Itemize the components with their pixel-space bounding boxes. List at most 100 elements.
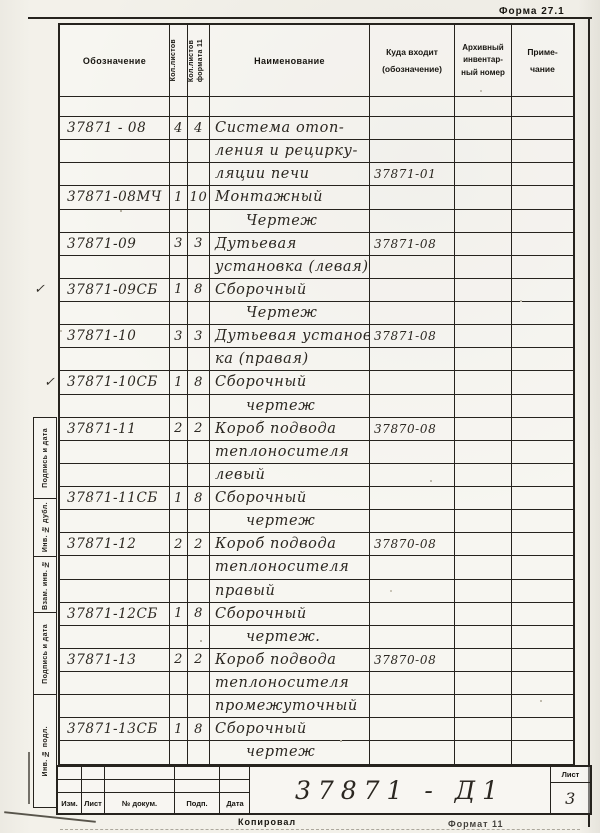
cell-sheet-count-format11 — [188, 394, 210, 418]
cell-sheet-count-format11 — [188, 672, 210, 696]
cell-note — [512, 441, 573, 464]
cell-sheet-count — [170, 625, 188, 649]
cell-designation: 37871-08МЧ — [60, 186, 170, 210]
cell-designation — [60, 672, 170, 696]
revision-table: Изм. Лист № докум. Подп. Дата — [58, 767, 250, 813]
cell-designation: 37871-13СБ — [60, 718, 170, 742]
cell-archive — [455, 117, 512, 141]
cell-name: чертеж — [210, 741, 370, 765]
cell-designation — [60, 209, 170, 233]
cell-archive — [455, 348, 512, 372]
margin-box-inv-podl: Инв. № подл. — [41, 725, 49, 777]
table-row: 37871-09 3 3 Дутьевая 37871-08 — [60, 232, 573, 256]
cell-note — [512, 279, 573, 302]
cell-sheet-count-format11 — [188, 463, 210, 487]
cell-note — [512, 418, 573, 441]
cell-part-of — [370, 741, 455, 765]
cell-sheet-count — [170, 209, 188, 233]
cell-part-of — [370, 255, 455, 279]
cell-sheet-count-format11: 8 — [188, 602, 210, 626]
cell-sheet-count-format11 — [188, 625, 210, 649]
sheet-cell: Лист 3 — [550, 767, 590, 813]
cell-part-of — [370, 117, 455, 141]
cell-part-of — [370, 394, 455, 418]
cell-designation — [60, 302, 170, 326]
table-row: 37871-12 2 2 Короб подвода 37870-08 — [60, 533, 573, 557]
cell-note — [512, 580, 573, 603]
cell-part-of — [370, 186, 455, 210]
cell-sheet-count: 3 — [170, 232, 188, 256]
cell-archive — [455, 718, 512, 742]
cell-sheet-count — [170, 695, 188, 719]
cell-part-of — [370, 371, 455, 395]
cell-sheet-count-format11 — [188, 556, 210, 580]
cell-name: ления и рецирку- — [210, 140, 370, 164]
cell-sheet-count-format11: 2 — [188, 648, 210, 672]
format-label: Формат 11 — [448, 819, 504, 829]
cell-archive — [455, 417, 512, 441]
cell-name: Дутьевая установ- — [210, 325, 370, 349]
cell-sheet-count-format11: 8 — [188, 718, 210, 742]
copied-by-label: Копировал — [238, 817, 297, 827]
cell-part-of: 37870-08 — [370, 533, 455, 557]
cell-part-of — [370, 672, 455, 696]
cell-name: теплоносителя — [210, 440, 370, 464]
scan-artifact-smudge — [60, 829, 580, 830]
cell-archive — [455, 625, 512, 649]
cell-sheet-count-format11: 2 — [188, 417, 210, 441]
cell-name: Сборочный — [210, 278, 370, 302]
cell-sheet-count: 1 — [170, 371, 188, 395]
cell-sheet-count-format11 — [188, 695, 210, 719]
cell-name: Короб подвода — [210, 648, 370, 672]
cell-designation — [60, 140, 170, 164]
cell-sheet-count: 1 — [170, 487, 188, 511]
cell-archive — [455, 209, 512, 233]
cell-sheet-count: 4 — [170, 117, 188, 141]
cell-archive — [455, 463, 512, 487]
cell-sheet-count — [170, 579, 188, 603]
top-frame-line — [28, 17, 592, 19]
table-row: промежуточный — [60, 695, 573, 719]
cell-sheet-count-format11 — [188, 163, 210, 187]
cell-sheet-count: 1 — [170, 718, 188, 742]
cell-archive — [455, 672, 512, 696]
header-archive-number: Архивный инвентар- ный номер — [455, 25, 512, 97]
cell-note — [512, 626, 573, 649]
cell-designation — [60, 348, 170, 372]
table-header-row: Обозначение Кол.листов Кол.листов формат… — [60, 25, 573, 97]
table-row: 37871-10 3 3 Дутьевая установ- 37871-08 — [60, 325, 573, 349]
label-docnum: № докум. — [105, 793, 175, 813]
cell-note — [512, 233, 573, 256]
cell-note — [512, 325, 573, 349]
table-row: ляции печи 37871-01 — [60, 163, 573, 187]
header-sheet-count: Кол.листов — [170, 25, 188, 97]
cell-designation — [60, 695, 170, 719]
cell-note — [512, 302, 573, 326]
cell-sheet-count-format11 — [188, 255, 210, 279]
table-row: Чертеж — [60, 302, 573, 326]
cell-designation: 37871-10СБ — [60, 371, 170, 395]
table-row: 37871-09СБ 1 8 Сборочный — [60, 278, 573, 302]
table-row: чертеж. — [60, 625, 573, 649]
header-note: Приме- чание — [512, 25, 573, 97]
cell-designation — [60, 579, 170, 603]
cell-archive — [455, 648, 512, 672]
cell-part-of — [370, 348, 455, 372]
cell-part-of — [370, 440, 455, 464]
cell-name: Монтажный — [210, 186, 370, 210]
cell-part-of — [370, 602, 455, 626]
cell-name: ка (правая) — [210, 348, 370, 372]
label-podp: Подп. — [175, 793, 220, 813]
cell-part-of — [370, 209, 455, 233]
table-row: 37871-13 2 2 Короб подвода 37870-08 — [60, 648, 573, 672]
cell-name: чертеж — [210, 510, 370, 534]
cell-note — [512, 649, 573, 672]
label-data: Дата — [226, 798, 244, 808]
cell-sheet-count-format11 — [188, 741, 210, 765]
cell-note — [512, 210, 573, 233]
margin-box-vzam-inv: Взам. инв. № — [34, 557, 56, 613]
checkmark: ✓ — [34, 281, 46, 297]
cell-note — [512, 672, 573, 696]
header-designation: Обозначение — [60, 25, 170, 97]
table-body: 37871 - 08 4 4 Система отоп-ления и рецирку… — [60, 117, 573, 765]
